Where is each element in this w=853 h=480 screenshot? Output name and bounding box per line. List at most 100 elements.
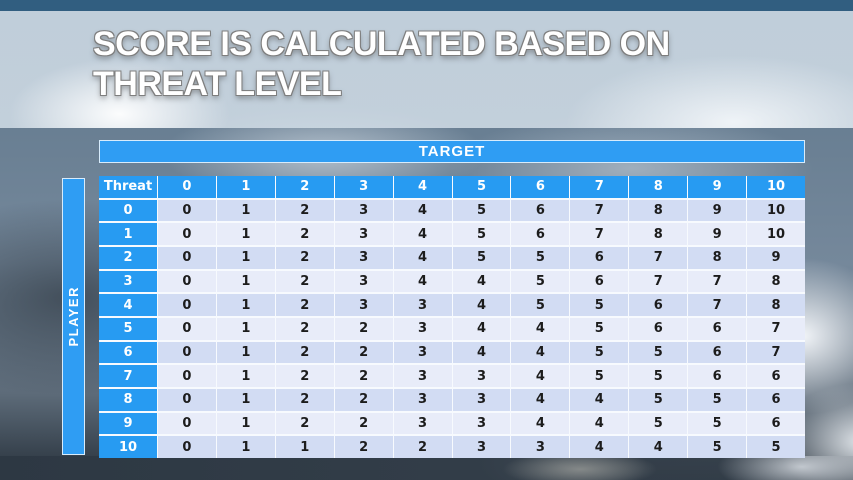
corner-header-cell: Threat [99,176,157,198]
score-cell: 5 [688,388,747,411]
score-cell: 4 [393,246,452,269]
score-cell: 6 [688,317,747,340]
score-cell: 8 [629,199,688,222]
score-cell: 8 [747,270,805,293]
score-cell: 2 [334,436,393,458]
score-cell: 7 [747,317,805,340]
row-header-cell: 4 [99,294,157,316]
score-cell: 3 [452,365,511,387]
title-band [0,11,853,128]
score-cell: 2 [275,317,334,340]
score-cell: 2 [275,388,334,411]
score-cell: 5 [452,199,511,222]
score-cell: 5 [452,223,511,245]
row-header-cell: 2 [99,246,157,269]
score-cell: 0 [158,436,216,458]
score-cell: 4 [511,341,570,364]
row-header-cell: 3 [99,270,157,293]
column-header-cell: 3 [334,176,393,198]
player-axis-header: PLAYER [62,178,85,455]
score-cell: 5 [629,365,688,387]
score-cell: 7 [688,270,747,293]
score-cell: 1 [216,294,275,316]
score-cell: 3 [393,388,452,411]
score-cell: 5 [747,436,805,458]
row-header-cell: 8 [99,388,157,411]
score-cell: 0 [158,341,216,364]
score-cell: 5 [570,341,629,364]
score-cell: 4 [570,412,629,435]
player-axis-label: PLAYER [66,286,81,347]
target-axis-header: TARGET [99,140,805,163]
score-cell: 0 [158,270,216,293]
row-header-cell: 9 [99,412,157,435]
score-cell: 1 [216,223,275,245]
score-cell: 1 [216,412,275,435]
score-cell: 5 [570,294,629,316]
score-cell: 10 [747,223,805,245]
score-cell: 6 [747,365,805,387]
column-header-cell: 6 [511,176,570,198]
score-cell: 1 [216,317,275,340]
score-cell: 2 [334,317,393,340]
score-cell: 2 [334,365,393,387]
score-cell: 6 [688,341,747,364]
score-cell: 5 [511,294,570,316]
column-header-cell: 2 [275,176,334,198]
row-header-cell: 7 [99,365,157,387]
column-header-cell: 10 [747,176,805,198]
score-cell: 0 [158,223,216,245]
score-cell: 0 [158,294,216,316]
score-cell: 4 [452,294,511,316]
score-cell: 2 [334,412,393,435]
score-cell: 6 [511,199,570,222]
score-cell: 6 [747,412,805,435]
score-cell: 4 [570,388,629,411]
score-cell: 3 [452,412,511,435]
score-cell: 2 [275,341,334,364]
score-cell: 1 [275,436,334,458]
score-cell: 5 [511,270,570,293]
score-cell: 5 [688,412,747,435]
score-cell: 5 [570,317,629,340]
score-cell: 3 [334,246,393,269]
score-cell: 7 [747,341,805,364]
score-cell: 6 [629,317,688,340]
score-cell: 6 [570,246,629,269]
score-cell: 6 [747,388,805,411]
score-cell: 3 [452,388,511,411]
score-cell: 3 [511,436,570,458]
score-cell: 5 [511,246,570,269]
row-header-cell: 1 [99,223,157,245]
score-cell: 5 [570,365,629,387]
score-cell: 7 [629,270,688,293]
column-header-cell: 1 [216,176,275,198]
score-cell: 3 [452,436,511,458]
score-cell: 0 [158,317,216,340]
score-table: Threat 0 1 2 3 4 5 6 7 8 9 10 0 0 1 2 3 4 5 6 7 8 9 10 1 0 1 2 3 4 5 6 7… [99,176,805,458]
score-cell: 2 [275,246,334,269]
score-cell: 5 [629,388,688,411]
score-cell: 0 [158,412,216,435]
slide-title-line2: THREAT LEVEL [93,65,342,103]
score-cell: 4 [511,388,570,411]
score-cell: 2 [334,388,393,411]
score-cell: 2 [275,223,334,245]
score-cell: 4 [511,412,570,435]
sky-bottom-clouds [0,456,853,480]
score-cell: 10 [747,199,805,222]
score-cell: 0 [158,388,216,411]
score-cell: 9 [688,199,747,222]
score-cell: 6 [570,270,629,293]
score-cell: 2 [275,365,334,387]
score-cell: 4 [393,270,452,293]
row-header-cell: 0 [99,199,157,222]
score-cell: 3 [393,412,452,435]
score-cell: 0 [158,246,216,269]
slide-title-line1: SCORE IS CALCULATED BASED ON [93,25,670,63]
score-cell: 5 [629,412,688,435]
score-cell: 2 [275,294,334,316]
score-cell: 9 [688,223,747,245]
score-cell: 8 [629,223,688,245]
